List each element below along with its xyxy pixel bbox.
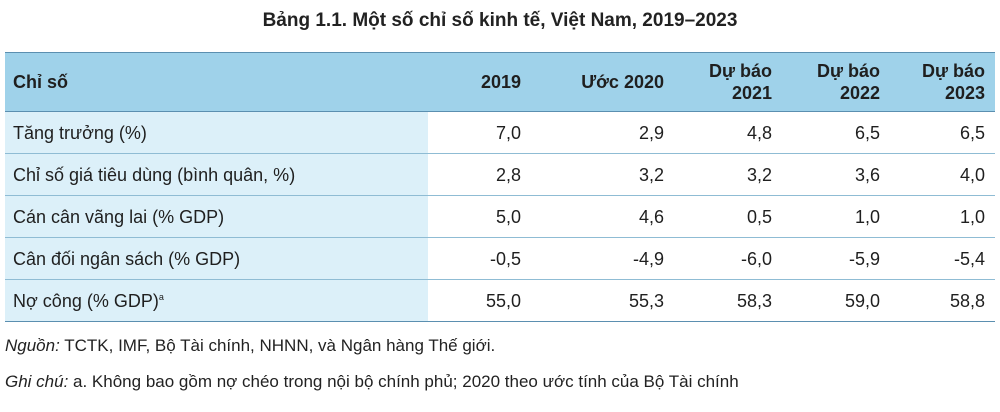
table-row: Cân đối ngân sách (% GDP) -0,5 -4,9 -6,0 -5,…: [5, 237, 995, 280]
row-label-text: Cân đối ngân sách (% GDP): [13, 248, 241, 269]
table-cell: 7,0: [428, 111, 531, 154]
row-label: Cán cân vãng lai (% GDP): [5, 195, 428, 238]
header-text: Chỉ số: [13, 72, 69, 92]
table-cell: 2,8: [428, 153, 531, 196]
table-title: Bảng 1.1. Một số chỉ số kinh tế, Việt Na…: [262, 10, 738, 31]
header-row: Chỉ số 2019 Ước 2020 Dự báo 2021 Dự báo 2022 Dự…: [5, 52, 995, 112]
footnote-text: a. Không bao gồm nợ chéo trong nội bộ ch…: [68, 372, 739, 391]
header-col-2: Ước 2020: [531, 52, 674, 112]
table-row: Chỉ số giá tiêu dùng (bình quân, %) 2,8 3,…: [5, 153, 995, 196]
table-body: Tăng trưởng (%) 7,0 2,9 4,8 6,5 6,5 Chỉ số giá…: [5, 111, 995, 322]
header-text: Dự báo: [921, 61, 985, 81]
table-cell: 0,5: [674, 195, 782, 238]
footnote: Ghi chú: a. Không bao gồm nợ chéo trong …: [5, 372, 739, 392]
header-text: 2019: [480, 72, 521, 92]
row-label: Tăng trưởng (%): [5, 111, 428, 154]
table-cell: 58,8: [890, 279, 995, 322]
table-cell: 55,3: [531, 279, 674, 322]
footnote-prefix: Ghi chú:: [5, 372, 69, 391]
table-cell: -5,9: [782, 237, 890, 280]
row-label: Chỉ số giá tiêu dùng (bình quân, %): [5, 153, 428, 196]
table-cell: 58,3: [674, 279, 782, 322]
source-note: Nguồn: TCTK, IMF, Bộ Tài chính, NHNN, và…: [5, 336, 495, 356]
table-cell: 55,0: [428, 279, 531, 322]
table-cell: 3,2: [531, 153, 674, 196]
footnote-marker: a: [158, 291, 164, 302]
table-cell: -5,4: [890, 237, 995, 280]
economic-indicators-table: Chỉ số 2019 Ước 2020 Dự báo 2021 Dự báo 2022 Dự…: [5, 52, 995, 322]
header-col-4: Dự báo 2022: [782, 52, 890, 112]
row-label-text: Chỉ số giá tiêu dùng (bình quân, %): [13, 164, 296, 185]
header-text: Dự báo: [816, 61, 880, 81]
table-row: Nợ công (% GDP)a 55,0 55,3 58,3 59,0 58,8: [5, 279, 995, 322]
table-cell: 5,0: [428, 195, 531, 238]
table-cell: 6,5: [890, 111, 995, 154]
table-cell: 59,0: [782, 279, 890, 322]
header-col-3: Dự báo 2021: [674, 52, 782, 112]
header-text: Dự báo: [708, 61, 772, 81]
header-text: 2021: [731, 83, 772, 103]
header-text: Ước 2020: [581, 72, 664, 92]
table-cell: 3,2: [674, 153, 782, 196]
header-indicator: Chỉ số: [5, 52, 428, 112]
table-cell: -0,5: [428, 237, 531, 280]
table-cell: 4,8: [674, 111, 782, 154]
row-label-text: Cán cân vãng lai (% GDP): [13, 206, 225, 227]
table-cell: 1,0: [890, 195, 995, 238]
source-prefix: Nguồn:: [5, 336, 60, 355]
table-cell: -6,0: [674, 237, 782, 280]
table-cell: 6,5: [782, 111, 890, 154]
row-label: Cân đối ngân sách (% GDP): [5, 237, 428, 280]
row-label-text: Nợ công (% GDP): [13, 290, 159, 311]
table-cell: 4,6: [531, 195, 674, 238]
table-cell: 3,6: [782, 153, 890, 196]
source-text: TCTK, IMF, Bộ Tài chính, NHNN, và Ngân h…: [59, 336, 496, 355]
table-cell: -4,9: [531, 237, 674, 280]
header-text: 2022: [839, 83, 880, 103]
row-label-text: Tăng trưởng (%): [13, 122, 147, 143]
header-col-1: 2019: [428, 52, 531, 112]
header-col-5: Dự báo 2023: [890, 52, 995, 112]
table-row: Cán cân vãng lai (% GDP) 5,0 4,6 0,5 1,0 1,0: [5, 195, 995, 238]
header-text: 2023: [944, 83, 985, 103]
table-row: Tăng trưởng (%) 7,0 2,9 4,8 6,5 6,5: [5, 111, 995, 154]
table-cell: 2,9: [531, 111, 674, 154]
row-label: Nợ công (% GDP)a: [5, 279, 428, 322]
table-cell: 4,0: [890, 153, 995, 196]
table-cell: 1,0: [782, 195, 890, 238]
